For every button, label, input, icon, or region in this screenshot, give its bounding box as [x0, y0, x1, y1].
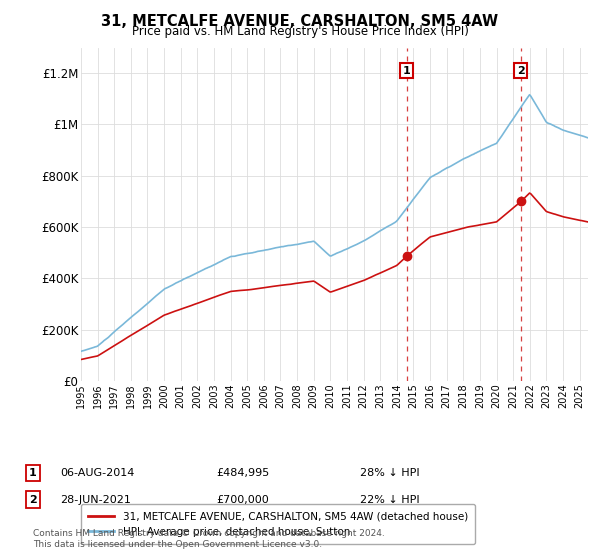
Text: 2: 2: [29, 494, 37, 505]
Text: 31, METCALFE AVENUE, CARSHALTON, SM5 4AW: 31, METCALFE AVENUE, CARSHALTON, SM5 4AW: [101, 14, 499, 29]
Text: 1: 1: [29, 468, 37, 478]
Text: 1: 1: [403, 66, 410, 76]
Text: 06-AUG-2014: 06-AUG-2014: [60, 468, 134, 478]
Text: Contains HM Land Registry data © Crown copyright and database right 2024.
This d: Contains HM Land Registry data © Crown c…: [33, 529, 385, 549]
Text: Price paid vs. HM Land Registry's House Price Index (HPI): Price paid vs. HM Land Registry's House …: [131, 25, 469, 38]
Text: £700,000: £700,000: [216, 494, 269, 505]
Text: 22% ↓ HPI: 22% ↓ HPI: [360, 494, 419, 505]
Legend: 31, METCALFE AVENUE, CARSHALTON, SM5 4AW (detached house), HPI: Average price, d: 31, METCALFE AVENUE, CARSHALTON, SM5 4AW…: [81, 505, 475, 544]
Text: 2: 2: [517, 66, 524, 76]
Text: £484,995: £484,995: [216, 468, 269, 478]
Text: 28% ↓ HPI: 28% ↓ HPI: [360, 468, 419, 478]
Text: 28-JUN-2021: 28-JUN-2021: [60, 494, 131, 505]
